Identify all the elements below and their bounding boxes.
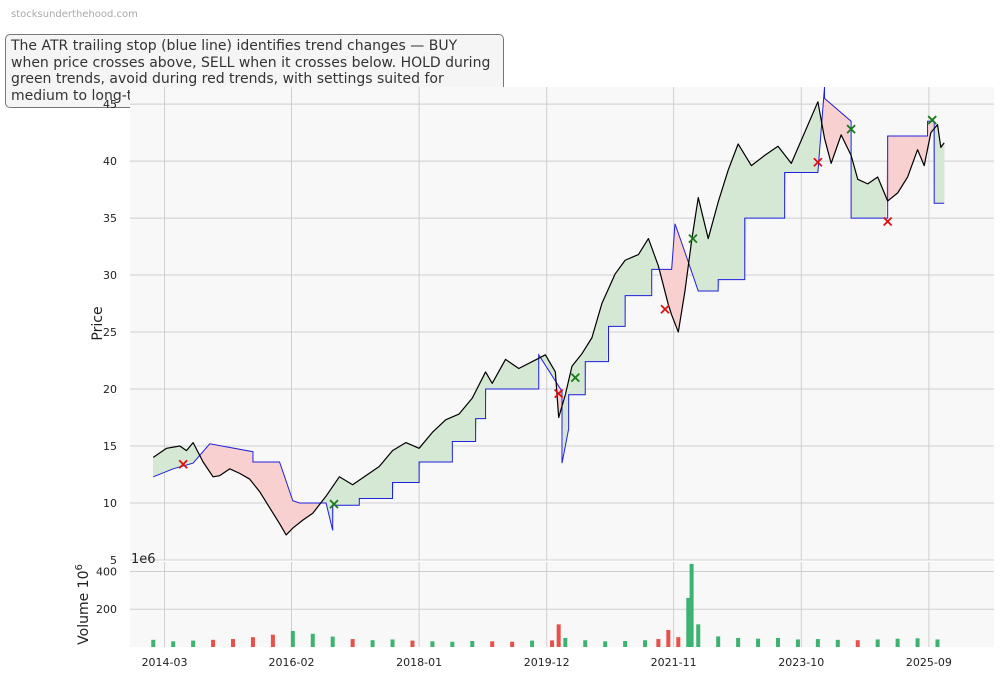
volume-bar (450, 641, 455, 647)
volume-bar (191, 640, 196, 647)
volume-bar (550, 640, 555, 647)
volume-bar (390, 639, 395, 647)
x-tick-label: 2025-09 (906, 656, 952, 669)
x-tick-label: 2023-10 (778, 656, 824, 669)
volume-bar (716, 636, 721, 647)
volume-bar (935, 639, 940, 647)
volume-bar (603, 641, 608, 647)
sell-signal-marker (660, 304, 670, 314)
signal-stroke (688, 233, 698, 244)
signal-stroke (813, 157, 823, 167)
volume-offset-label: 1e6 (131, 552, 156, 567)
buy-signal-marker (688, 233, 698, 244)
buy-signal-marker (570, 373, 580, 383)
volume-bar (171, 641, 176, 647)
price-y-tick-label: 5 (110, 554, 117, 567)
price-axis-title: Price (90, 306, 106, 340)
volume-bar (470, 640, 475, 647)
volume-y-tick-label: 400 (96, 565, 117, 578)
sell-signal-marker (178, 459, 188, 469)
volume-panel-background (130, 562, 994, 647)
x-tick-label: 2016-02 (269, 656, 315, 669)
signal-stroke (178, 459, 188, 469)
volume-bar (895, 638, 900, 647)
signal-stroke (927, 115, 937, 125)
volume-bar (686, 597, 691, 647)
volume-bar (370, 640, 375, 647)
x-tick-label: 2014-03 (142, 656, 188, 669)
volume-bar (656, 639, 661, 647)
volume-bar (643, 640, 648, 647)
volume-bar (290, 630, 295, 647)
buy-signal-marker (927, 115, 937, 125)
volume-axis-title-text: Volume 10 (76, 571, 92, 645)
price-y-tick-label: 25 (103, 326, 117, 339)
volume-bar (776, 637, 780, 647)
price-y-tick-label: 15 (103, 440, 117, 453)
volume-bar (250, 637, 255, 647)
volume-bar (676, 637, 681, 647)
signal-stroke (846, 124, 856, 134)
volume-bar (211, 639, 216, 647)
volume-y-tick-label: 200 (96, 603, 117, 616)
volume-bar (330, 636, 335, 647)
atr-trailing-stop-line (153, 86, 945, 531)
volume-axis-title: Volume 106 (74, 564, 92, 645)
signal-stroke (883, 216, 893, 227)
volume-bar (410, 640, 415, 647)
x-axis: 2014-03 2016-02 2018-01 2019-12 2021-11 2023-… (142, 656, 952, 669)
volume-panel: 200 400 Volume 106 1e6 (74, 552, 994, 647)
volume-bar (623, 640, 628, 647)
volume-bar (430, 641, 435, 647)
volume-bar (510, 641, 515, 647)
price-line (152, 101, 945, 536)
volume-bar (583, 640, 588, 647)
volume-bar (231, 639, 236, 647)
price-y-tick-label: 45 (103, 98, 117, 111)
volume-bar (556, 624, 561, 647)
trend-fill-segment (941, 141, 945, 204)
volume-bar (795, 639, 800, 647)
volume-bar (736, 637, 741, 647)
volume-axis-title-exponent: 6 (74, 564, 85, 570)
x-tick-label: 2019-12 (524, 656, 570, 669)
volume-bar (915, 638, 920, 647)
sell-signal-marker (883, 216, 893, 227)
volume-bar (875, 639, 880, 647)
sell-signal-marker (554, 388, 564, 399)
sell-signal-marker (813, 157, 823, 167)
volume-bar (563, 637, 568, 647)
volume-bar (835, 639, 840, 647)
price-panel: 5 10 15 20 25 30 35 40 45 Price (90, 86, 994, 567)
price-y-tick-label: 10 (103, 497, 117, 510)
volume-bar (490, 641, 495, 647)
buy-signal-marker (846, 124, 856, 134)
signal-stroke (329, 499, 339, 509)
volume-bar (666, 630, 671, 647)
volume-bar (696, 624, 701, 647)
price-y-tick-label: 20 (103, 383, 117, 396)
price-y-tick-label: 30 (103, 269, 117, 282)
signal-stroke (570, 373, 580, 383)
signal-stroke (554, 388, 564, 399)
volume-bar (530, 640, 535, 647)
x-tick-label: 2021-11 (651, 656, 697, 669)
volume-bar (815, 639, 820, 647)
volume-bar (855, 640, 860, 647)
volume-bar (350, 639, 355, 647)
volume-bar (270, 634, 275, 647)
price-y-tick-label: 40 (103, 155, 117, 168)
x-tick-label: 2018-01 (396, 656, 442, 669)
volume-bar (151, 639, 156, 647)
volume-bar (756, 638, 761, 647)
volume-bar (310, 633, 315, 647)
buy-signal-marker (329, 499, 339, 509)
signal-stroke (660, 304, 670, 314)
volume-bar (689, 563, 694, 647)
price-y-tick-label: 35 (103, 212, 117, 225)
watermark: stocksunderthehood.com (11, 9, 138, 20)
